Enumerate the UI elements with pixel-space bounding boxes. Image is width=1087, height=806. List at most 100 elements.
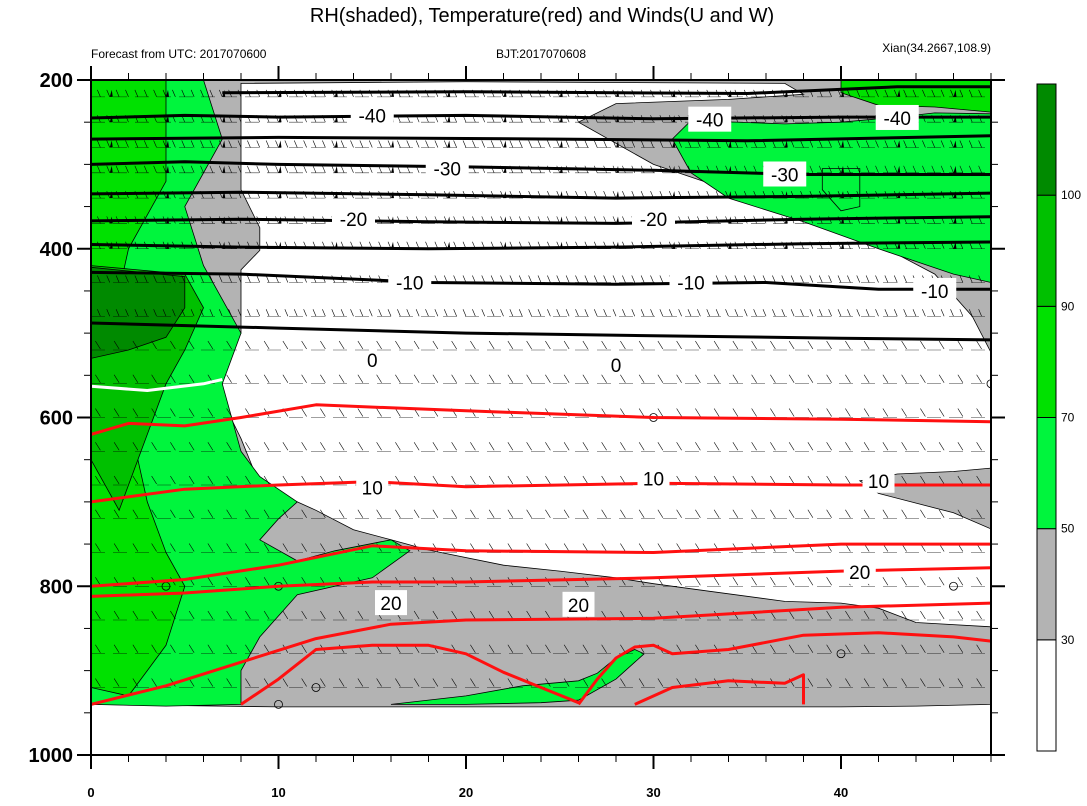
wind-barb [545, 340, 551, 350]
wind-barb [190, 140, 195, 148]
wind-barb [282, 610, 289, 620]
wind-barb [338, 340, 345, 350]
wind-barb [818, 140, 823, 148]
wind-barb [218, 89, 223, 97]
wind-barb [451, 442, 457, 451]
wind-barb [863, 644, 870, 653]
wind-barb [713, 509, 720, 518]
wind-barb [340, 309, 345, 317]
wind-barb [582, 644, 589, 653]
wind-barb [245, 374, 251, 383]
wind-barb [125, 165, 129, 173]
wind-barb [863, 374, 870, 383]
y-tick-label: 1000 [29, 745, 74, 767]
wind-barb [320, 442, 326, 451]
contour-label-box [688, 106, 732, 132]
wind-barb [893, 140, 898, 148]
wind-barb [376, 374, 382, 383]
wind-barb [451, 610, 457, 620]
wind-barb [957, 678, 964, 687]
wind-barb [976, 678, 982, 687]
wind-barb [563, 644, 570, 653]
wind-pennant [278, 165, 282, 173]
wind-barb [957, 374, 964, 383]
wind-barb [115, 275, 120, 283]
wind-barb [275, 309, 279, 317]
wind-barb [453, 140, 457, 148]
wind-barb [507, 442, 514, 451]
wind-barb [113, 442, 120, 451]
wind-barb [938, 610, 945, 620]
wind-barb [338, 543, 345, 552]
temperature-contour-minus40 [222, 85, 991, 95]
wind-barb [863, 408, 870, 417]
wind-barb [331, 309, 336, 317]
wind-barb [818, 309, 823, 317]
wind-barb [976, 509, 982, 518]
wind-barb [245, 678, 251, 687]
wind-barb [882, 442, 889, 451]
wind-barb [470, 442, 476, 451]
wind-barb [507, 644, 514, 653]
wind-barb [125, 89, 129, 97]
wind-barb [847, 89, 851, 97]
wind-barb [188, 408, 195, 417]
wind-barb [228, 309, 232, 317]
wind-barb [882, 577, 889, 586]
wind-barb [293, 309, 298, 317]
wind-barb [809, 309, 814, 317]
wind-barb [188, 509, 195, 518]
wind-barb [312, 309, 317, 317]
wind-barb [245, 543, 251, 552]
wind-barb [200, 165, 204, 173]
wind-barb [451, 340, 457, 350]
colorbar-swatch [1036, 639, 1057, 752]
wind-barb [818, 275, 823, 283]
wind-barb [226, 543, 232, 552]
contour-label: -40 [696, 111, 723, 132]
wind-barb [650, 309, 654, 317]
wind-barb [751, 408, 757, 417]
colorbar-swatch [1036, 305, 1057, 419]
wind-barb [640, 275, 645, 283]
wind-barb [320, 340, 326, 350]
wind-barb [451, 475, 457, 485]
wind-barb [901, 577, 907, 586]
wind-barb [800, 309, 804, 317]
wind-barb [218, 140, 223, 148]
chart-title: RH(shaded), Temperature(red) and Winds(U… [310, 5, 774, 27]
wind-barb [875, 275, 879, 283]
wind-barb [612, 140, 617, 148]
wind-barb [976, 610, 982, 620]
calm-marker [986, 379, 991, 389]
wind-pennant [222, 165, 226, 173]
wind-barb [978, 275, 982, 283]
wind-barb [132, 610, 139, 620]
wind-barb [837, 309, 842, 317]
wind-barb [284, 140, 289, 148]
wind-barb [207, 509, 214, 518]
wind-barb [113, 610, 120, 620]
wind-barb [275, 140, 279, 148]
wind-barb [303, 165, 307, 173]
wind-barb [301, 442, 307, 451]
wind-barb [188, 374, 195, 383]
wind-barb [959, 165, 964, 173]
wind-barb [282, 374, 289, 383]
wind-barb [303, 140, 307, 148]
wind-barb [432, 475, 439, 485]
wind-barb [845, 374, 851, 383]
wind-barb [884, 89, 889, 97]
wind-barb [781, 275, 786, 283]
wind-barb [882, 408, 889, 417]
wind-barb [413, 442, 420, 451]
wind-barb [676, 442, 682, 451]
wind-barb [443, 309, 448, 317]
wind-barb [563, 442, 570, 451]
wind-barb [863, 442, 870, 451]
wind-barb [732, 442, 739, 451]
wind-barb [920, 509, 926, 518]
wind-barb [340, 140, 345, 148]
wind-barb [781, 140, 786, 148]
wind-barb [938, 644, 945, 653]
